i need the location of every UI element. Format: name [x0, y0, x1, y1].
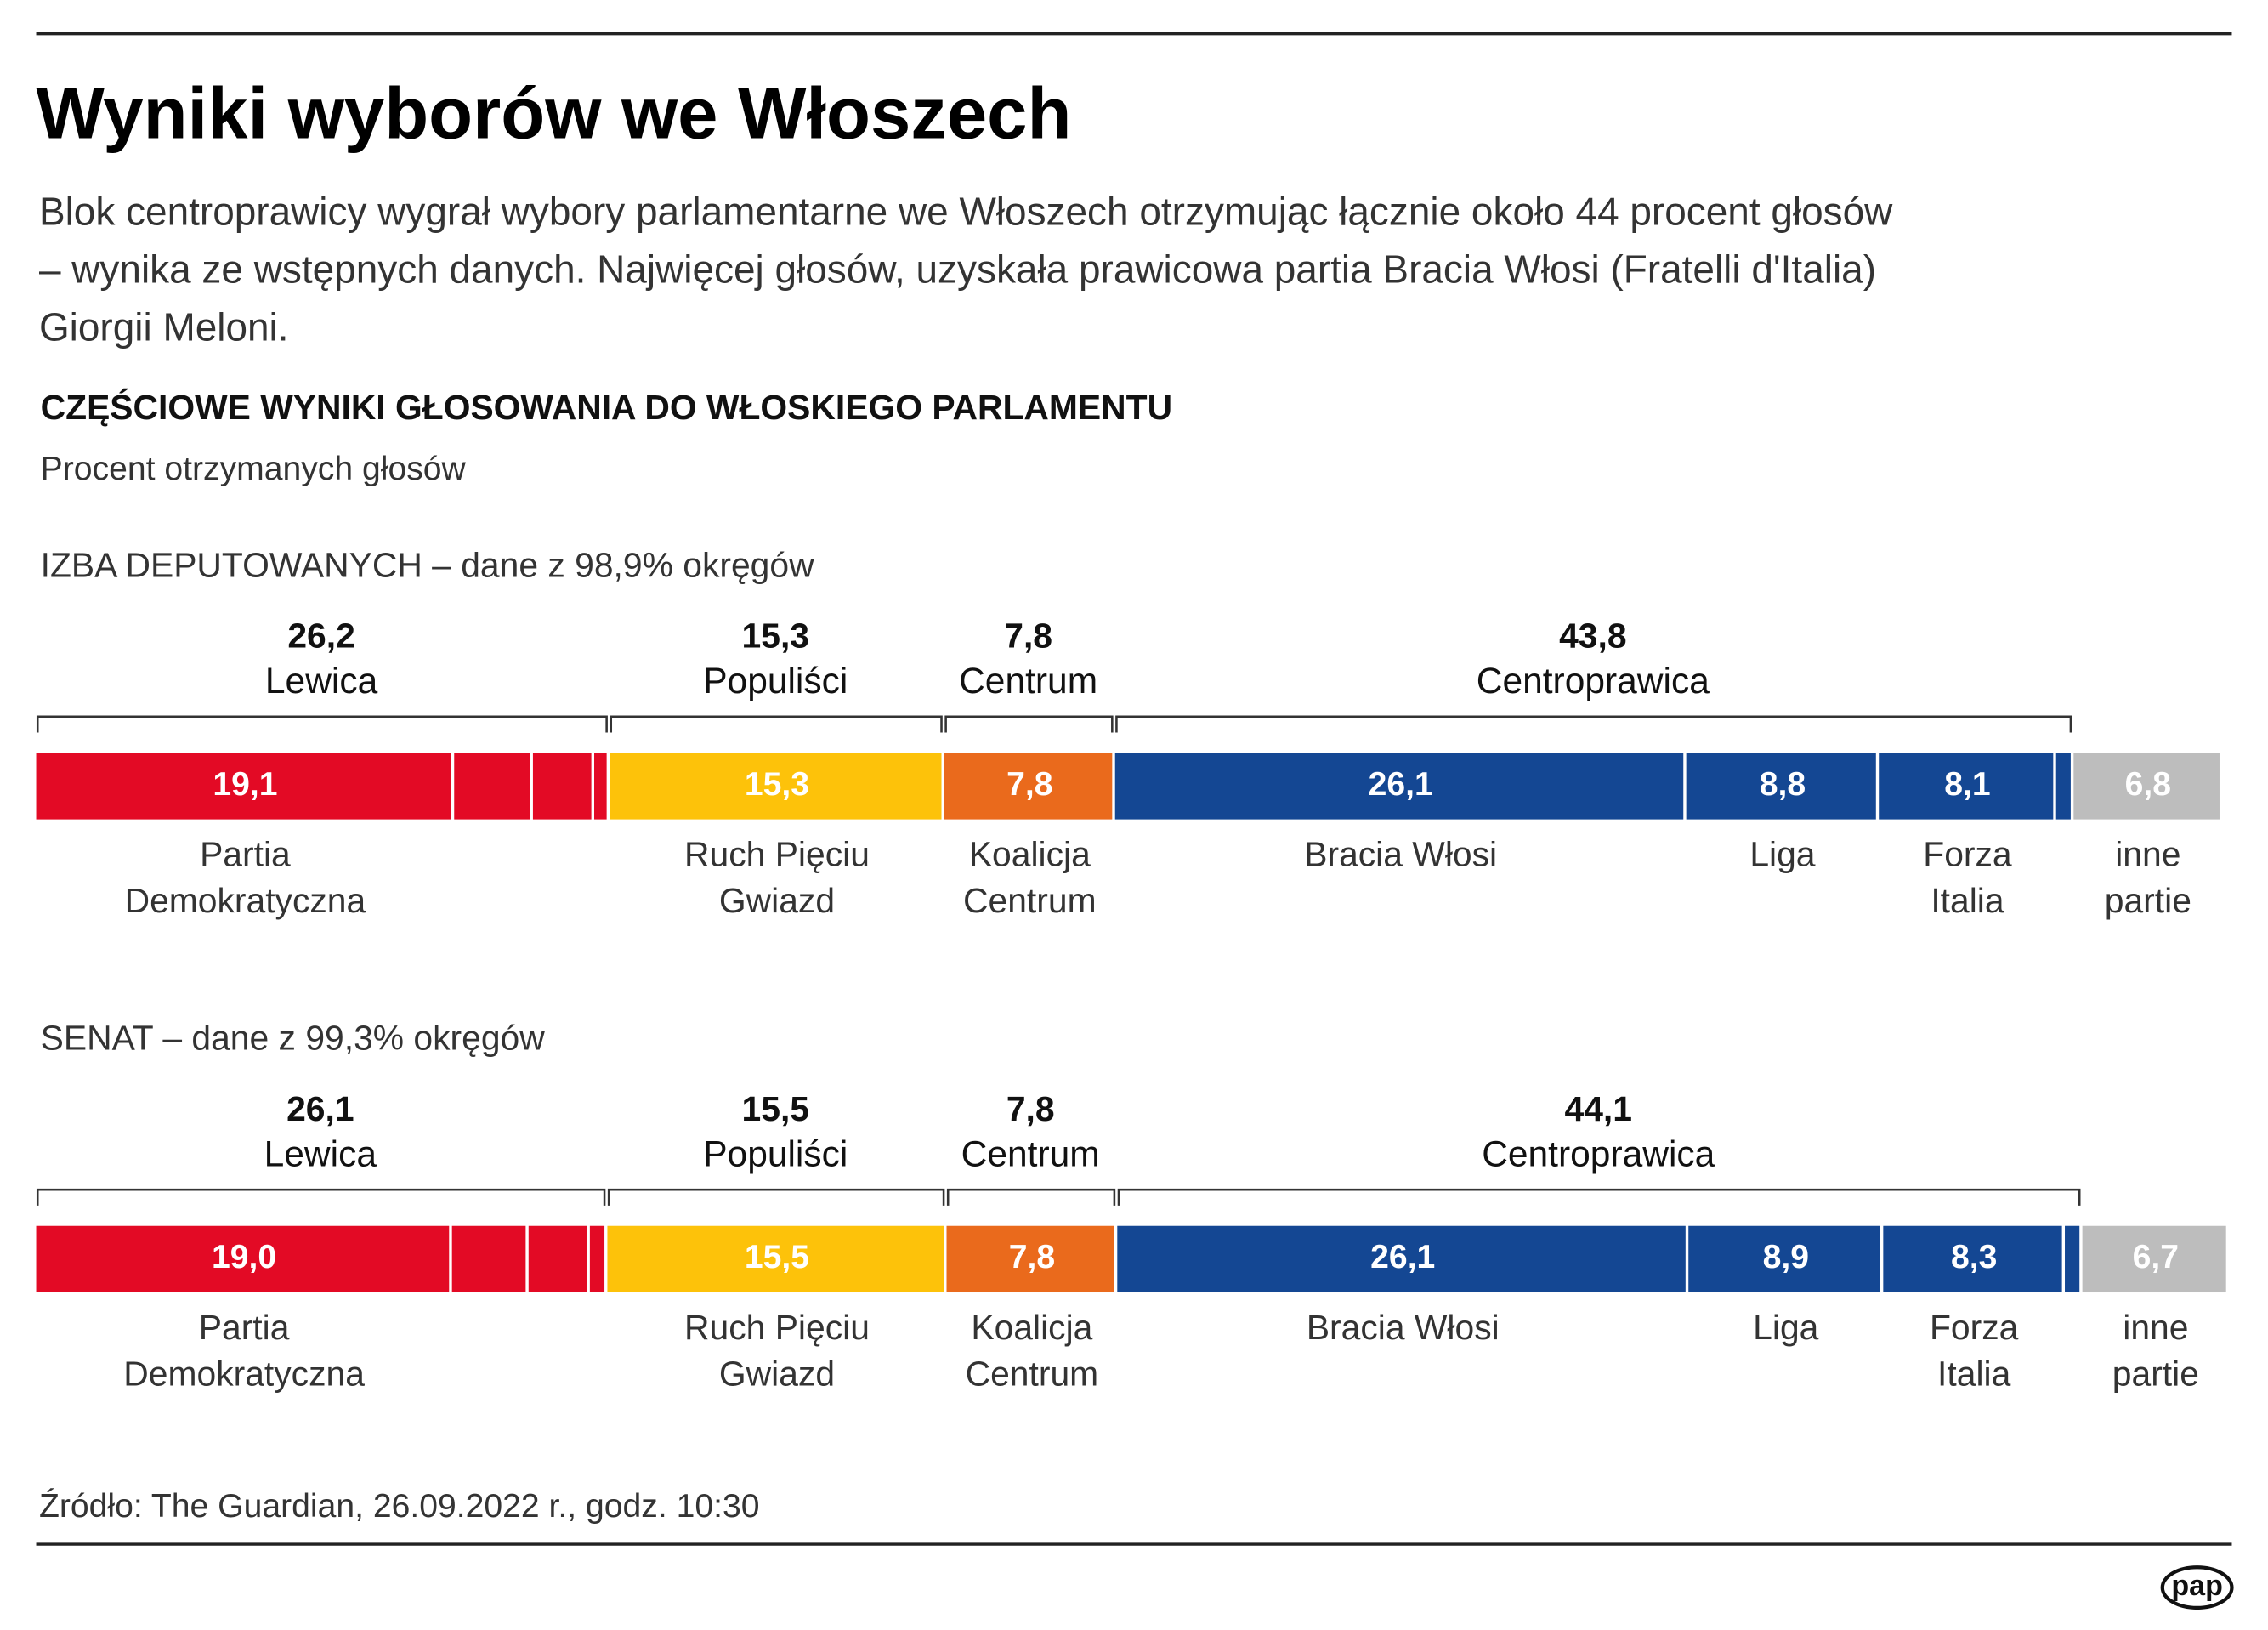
logo: pap: [2171, 1570, 2222, 1602]
value-label: 6,8: [2125, 766, 2171, 803]
segment-label: Liga: [1749, 835, 1815, 874]
value-label: 15,5: [745, 1239, 809, 1275]
group-total: 26,1: [286, 1089, 354, 1128]
bar-segment: [2082, 1225, 2226, 1293]
value-label: 8,8: [1760, 766, 1806, 803]
group-name: Lewica: [265, 661, 378, 701]
group-name: Lewica: [264, 1133, 377, 1174]
bar-segment: [1117, 1225, 1686, 1293]
bar-segment: [1686, 753, 1876, 820]
bar-segment: [2073, 753, 2220, 820]
group-bracket: [36, 715, 608, 733]
segment-label: Ruch Pięciu: [684, 1308, 870, 1347]
group-name: Centrum: [961, 1133, 1100, 1174]
group-total: 7,8: [1006, 1089, 1055, 1128]
group-bracket: [944, 715, 1114, 733]
group-total: 44,1: [1565, 1089, 1632, 1128]
bar-segment: [2055, 753, 2071, 820]
group-total: 7,8: [1004, 616, 1052, 656]
logo-frame: [2160, 1565, 2234, 1610]
bar-segment: [607, 1225, 944, 1293]
group-name: Centroprawica: [1477, 661, 1710, 701]
bar-segment: [1879, 753, 2054, 820]
value-label: 6,7: [2133, 1239, 2179, 1275]
group-total: 15,5: [742, 1089, 809, 1128]
segment-label: Bracia Włosi: [1307, 1308, 1500, 1347]
value-label: 19,0: [212, 1239, 276, 1275]
description-line: – wynika ze wstępnych danych. Najwięcej …: [39, 247, 1876, 292]
group-bracket: [610, 715, 943, 733]
group-bracket: [1115, 715, 2072, 733]
segment-label: Gwiazd: [719, 1354, 835, 1393]
heading: CZĘŚCIOWE WYNIKI GŁOSOWANIA DO WŁOSKIEGO…: [41, 388, 1172, 427]
group-name: Populiści: [703, 661, 848, 701]
segment-label: Koalicja: [971, 1308, 1092, 1347]
segment-label: inne: [2115, 835, 2180, 874]
chart-title: SENAT – dane z 99,3% okręgów: [41, 1019, 546, 1058]
bar-segment: [594, 753, 607, 820]
segment-label: Italia: [1937, 1354, 2011, 1393]
value-label: 7,8: [1006, 766, 1052, 803]
bar-segment: [944, 753, 1113, 820]
bar-segment: [589, 1225, 605, 1293]
bar-segment: [36, 1225, 450, 1293]
group-bracket: [36, 1188, 606, 1206]
segment-label: partie: [2105, 881, 2191, 920]
value-label: 19,1: [213, 766, 277, 803]
segment-label: Partia: [199, 1308, 290, 1347]
bar-segment: [2065, 1225, 2080, 1293]
value-label: 8,3: [1951, 1239, 1997, 1275]
group-name: Populiści: [703, 1133, 848, 1174]
bar-segment: [454, 753, 530, 820]
bar-segment: [1688, 1225, 1880, 1293]
description-line: Giorgii Meloni.: [39, 305, 289, 349]
chart-title: IZBA DEPUTOWANYCH – dane z 98,9% okręgów: [41, 545, 814, 584]
group-total: 26,2: [287, 616, 354, 656]
value-label: 8,1: [1944, 766, 1990, 803]
group-bracket: [1117, 1188, 2081, 1206]
bar-segment: [946, 1225, 1114, 1293]
description-line: Blok centroprawicy wygrał wybory parlame…: [39, 190, 1893, 234]
segment-label: Bracia Włosi: [1304, 835, 1497, 874]
segment-label: Forza: [1923, 835, 2012, 874]
segment-label: Koalicja: [969, 835, 1091, 874]
bar-segment: [532, 753, 592, 820]
segment-label: Gwiazd: [719, 881, 835, 920]
segment-label: Liga: [1753, 1308, 1818, 1347]
bar-segment: [1883, 1225, 2062, 1293]
bar-segment: [36, 753, 451, 820]
source: Źródło: The Guardian, 26.09.2022 r., god…: [39, 1488, 760, 1525]
group-total: 43,8: [1559, 616, 1626, 656]
segment-label: Demokratyczna: [125, 881, 366, 920]
segment-label: inne: [2123, 1308, 2188, 1347]
bar-segment: [610, 753, 942, 820]
segment-label: Centrum: [966, 1354, 1099, 1393]
segment-label: Forza: [1930, 1308, 2019, 1347]
group-bracket: [607, 1188, 945, 1206]
segment-label: Centrum: [963, 881, 1097, 920]
group-total: 15,3: [742, 616, 809, 656]
bar-segment: [451, 1225, 526, 1293]
subheading: Procent otrzymanych głosów: [41, 451, 467, 487]
title: Wyniki wyborów we Włoszech: [37, 74, 1072, 155]
segment-label: Italia: [1931, 881, 2004, 920]
group-bracket: [946, 1188, 1116, 1206]
segment-label: partie: [2112, 1354, 2199, 1393]
bar-segment: [528, 1225, 587, 1293]
value-label: 15,3: [745, 766, 809, 803]
segment-label: Ruch Pięciu: [684, 835, 870, 874]
value-label: 8,9: [1763, 1239, 1809, 1275]
group-name: Centrum: [959, 661, 1097, 701]
value-label: 7,8: [1009, 1239, 1055, 1275]
segment-label: Demokratyczna: [123, 1354, 365, 1393]
value-label: 26,1: [1369, 766, 1433, 803]
segment-label: Partia: [200, 835, 291, 874]
value-label: 26,1: [1370, 1239, 1435, 1275]
bar-segment: [1114, 753, 1684, 820]
group-name: Centroprawica: [1482, 1133, 1715, 1174]
